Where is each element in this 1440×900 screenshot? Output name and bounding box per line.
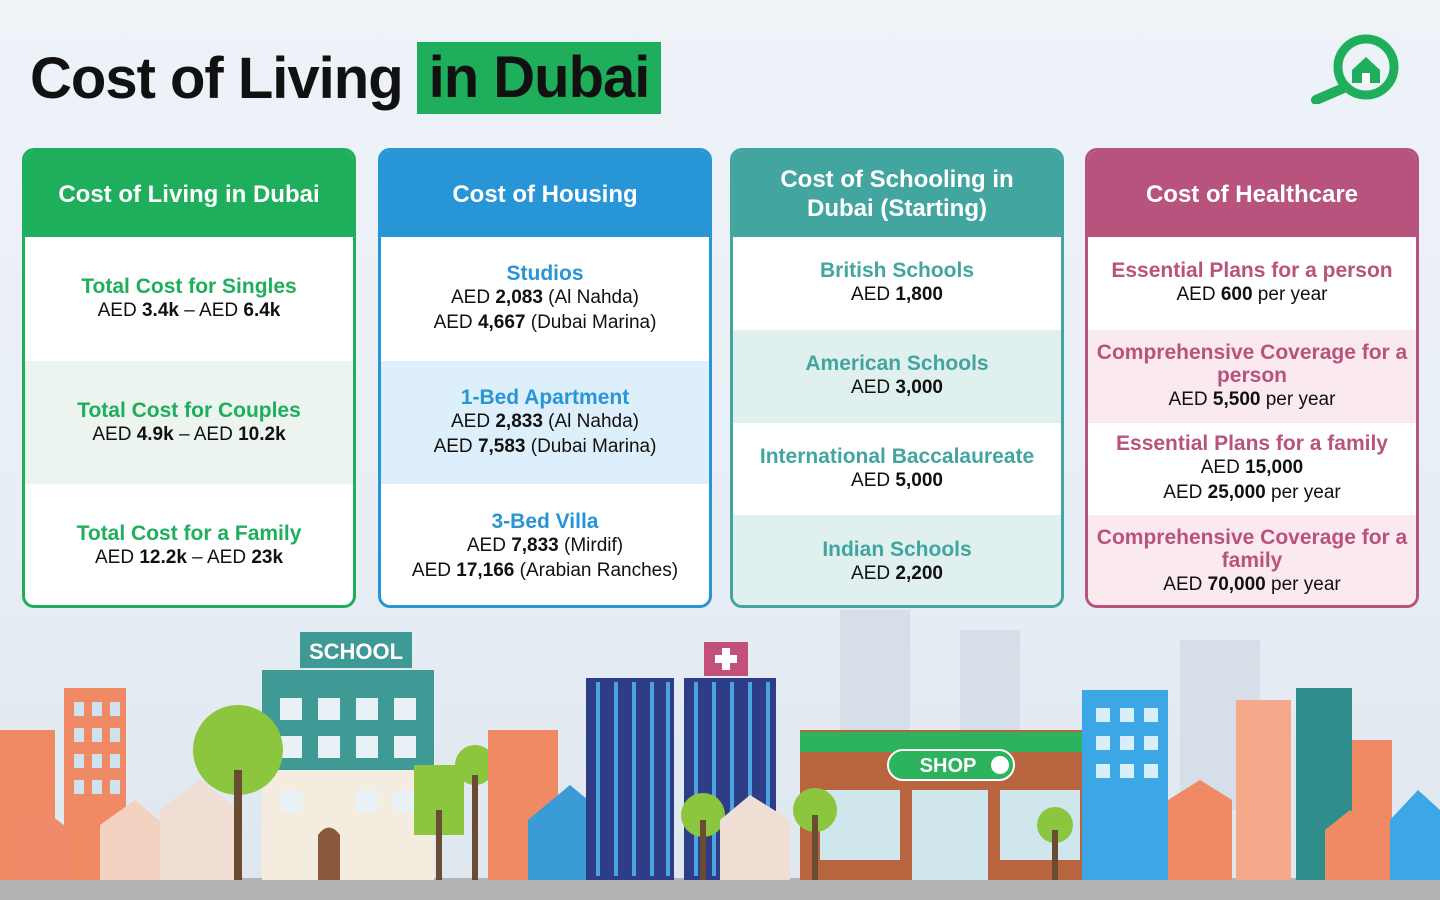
row-value: AED 70,000 per year — [1163, 574, 1341, 596]
row-value: AED 3.4k – AED 6.4k — [97, 299, 281, 321]
list-item: Studios AED 2,083 (Al Nahda) AED 4,667 (… — [381, 237, 709, 361]
list-item: Total Cost for a Family AED 12.2k – AED … — [25, 484, 353, 605]
list-item: American Schools AED 3,000 — [733, 329, 1061, 423]
row-value: AED 7,833 (Mirdif) — [466, 534, 624, 556]
row-label: American Schools — [805, 352, 989, 376]
title-main: Cost of Living — [30, 45, 404, 111]
row-value: AED 4,667 (Dubai Marina) — [433, 312, 657, 334]
row-value: AED 2,200 — [851, 562, 943, 584]
card-cost-of-living: Cost of Living in Dubai Total Cost for S… — [22, 148, 356, 608]
list-item: British Schools AED 1,800 — [733, 237, 1061, 330]
row-label: Studios — [506, 262, 584, 286]
row-label: Total Cost for a Family — [76, 522, 302, 546]
card-heading: Cost of Schooling in Dubai (Starting) — [733, 151, 1061, 237]
row-label: 1-Bed Apartment — [460, 386, 630, 409]
row-label: Total Cost for Singles — [81, 274, 297, 298]
list-item: Indian Schools AED 2,200 — [733, 515, 1061, 605]
row-label: Comprehensive Coverage for a family — [1096, 526, 1408, 573]
row-value: AED 1,800 — [851, 284, 943, 306]
row-label: Total Cost for Couples — [77, 398, 301, 422]
row-value: AED 3,000 — [851, 377, 943, 399]
row-label: Indian Schools — [822, 537, 972, 561]
row-label: 3-Bed Villa — [491, 509, 599, 533]
list-item: Comprehensive Coverage for a person AED … — [1088, 329, 1416, 423]
list-item: Essential Plans for a person AED 600 per… — [1088, 237, 1416, 330]
row-value: AED 600 per year — [1176, 284, 1328, 306]
list-item: 3-Bed Villa AED 7,833 (Mirdif) AED 17,16… — [381, 484, 709, 605]
list-item: International Baccalaureate AED 5,000 — [733, 423, 1061, 516]
school-sign: SCHOOL — [309, 639, 403, 664]
row-label: Essential Plans for a person — [1111, 259, 1393, 283]
card-heading: Cost of Housing — [381, 151, 709, 237]
row-value: AED 15,000 — [1200, 457, 1304, 479]
list-item: Total Cost for Couples AED 4.9k – AED 10… — [25, 360, 353, 485]
row-value: AED 2,833 (Al Nahda) — [450, 411, 639, 432]
row-label: International Baccalaureate — [759, 444, 1035, 468]
list-item: Total Cost for Singles AED 3.4k – AED 6.… — [25, 237, 353, 361]
row-value: AED 7,583 (Dubai Marina) — [433, 436, 657, 457]
card-cost-of-housing: Cost of Housing Studios AED 2,083 (Al Na… — [378, 148, 712, 608]
row-value: AED 12.2k – AED 23k — [94, 547, 284, 569]
row-value: AED 17,166 (Arabian Ranches) — [411, 559, 679, 581]
row-value: AED 4.9k – AED 10.2k — [92, 423, 286, 445]
card-cost-of-schooling: Cost of Schooling in Dubai (Starting) Br… — [730, 148, 1064, 608]
shop-sign: SHOP — [920, 755, 977, 777]
list-item: 1-Bed Apartment AED 2,833 (Al Nahda) AED… — [381, 360, 709, 485]
card-cost-of-healthcare: Cost of Healthcare Essential Plans for a… — [1085, 148, 1419, 608]
row-value: AED 5,500 per year — [1168, 388, 1336, 410]
city-illustration: SCHOOL SHOP — [0, 610, 1440, 900]
card-heading: Cost of Living in Dubai — [25, 151, 353, 237]
list-item: Comprehensive Coverage for a family AED … — [1088, 515, 1416, 605]
row-value: AED 5,000 — [851, 469, 943, 491]
card-heading: Cost of Healthcare — [1088, 151, 1416, 237]
list-item: Essential Plans for a family AED 15,000 … — [1088, 423, 1416, 516]
row-value: AED 2,083 (Al Nahda) — [450, 287, 639, 309]
title-highlight: in Dubai — [416, 42, 662, 114]
row-value: AED 25,000 per year — [1163, 482, 1341, 504]
row-label: British Schools — [819, 259, 975, 283]
row-label: Comprehensive Coverage for a person — [1096, 340, 1408, 387]
magnifier-house-icon — [1311, 34, 1399, 104]
row-label: Essential Plans for a family — [1116, 432, 1388, 456]
page-title: Cost of Living in Dubai — [30, 42, 662, 114]
